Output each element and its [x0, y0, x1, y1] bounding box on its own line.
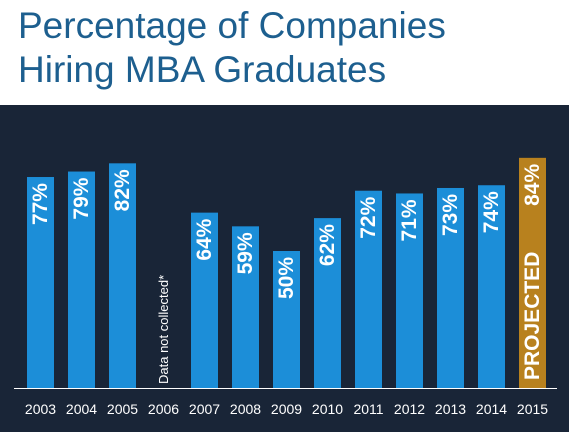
bar-2005: [109, 163, 136, 388]
bar-value-label-2003: 77%: [29, 183, 52, 225]
bar-2009: [273, 251, 300, 388]
x-tick-label-2009: 2009: [271, 401, 302, 417]
bar-value-label-2010: 62%: [316, 224, 339, 266]
bar-value-label-2004: 79%: [70, 177, 93, 219]
missing-data-note: Data not collected*: [156, 275, 171, 384]
x-tick-label-2006: 2006: [148, 401, 179, 417]
chart-title: Percentage of Companies Hiring MBA Gradu…: [18, 4, 558, 92]
bars-group: 77% 79% 82% Data not collected* 64% 59% 50% 62%…: [27, 157, 546, 388]
bar-value-label-2009: 50%: [275, 257, 298, 299]
x-tick-label-2008: 2008: [230, 401, 261, 417]
x-tick-label-2014: 2014: [476, 401, 507, 417]
bar-2007: [191, 212, 218, 388]
bar-2004: [68, 171, 95, 388]
x-axis-ticks: 2003 2004 2005 2006 2007 2008 2009 2010 2011 2012…: [25, 401, 548, 417]
bar-2008: [232, 226, 259, 388]
bar-chart: 77% 79% 82% Data not collected* 64% 59% 50% 62%…: [14, 157, 557, 417]
x-tick-label-2003: 2003: [25, 401, 56, 417]
bar-2011: [355, 190, 382, 388]
bar-value-label-2007: 64%: [193, 218, 216, 260]
x-tick-label-2010: 2010: [312, 401, 343, 417]
bar-value-label-2015: 84%: [521, 164, 544, 206]
projected-label: PROJECTED: [521, 252, 544, 380]
x-tick-label-2005: 2005: [107, 401, 138, 417]
x-tick-label-2007: 2007: [189, 401, 220, 417]
x-tick-label-2015: 2015: [517, 401, 548, 417]
bar-value-label-2012: 71%: [398, 199, 421, 241]
x-tick-label-2004: 2004: [66, 401, 97, 417]
bar-2013: [437, 187, 464, 388]
bar-value-label-2005: 82%: [111, 169, 134, 211]
bar-value-label-2008: 59%: [234, 232, 257, 274]
bar-value-label-2013: 73%: [439, 194, 462, 236]
x-tick-label-2013: 2013: [435, 401, 466, 417]
chart-title-line-2: Hiring MBA Graduates: [18, 49, 387, 90]
bar-value-label-2014: 74%: [480, 191, 503, 233]
bar-2003: [27, 177, 54, 388]
chart-title-line-1: Percentage of Companies: [18, 5, 446, 46]
x-tick-label-2012: 2012: [394, 401, 425, 417]
bar-value-label-2011: 72%: [357, 196, 380, 238]
bar-2010: [314, 218, 341, 388]
bar-2014: [478, 185, 505, 388]
bar-projected-2015: [519, 157, 546, 388]
x-tick-label-2011: 2011: [353, 401, 383, 417]
bar-2012: [396, 193, 423, 388]
